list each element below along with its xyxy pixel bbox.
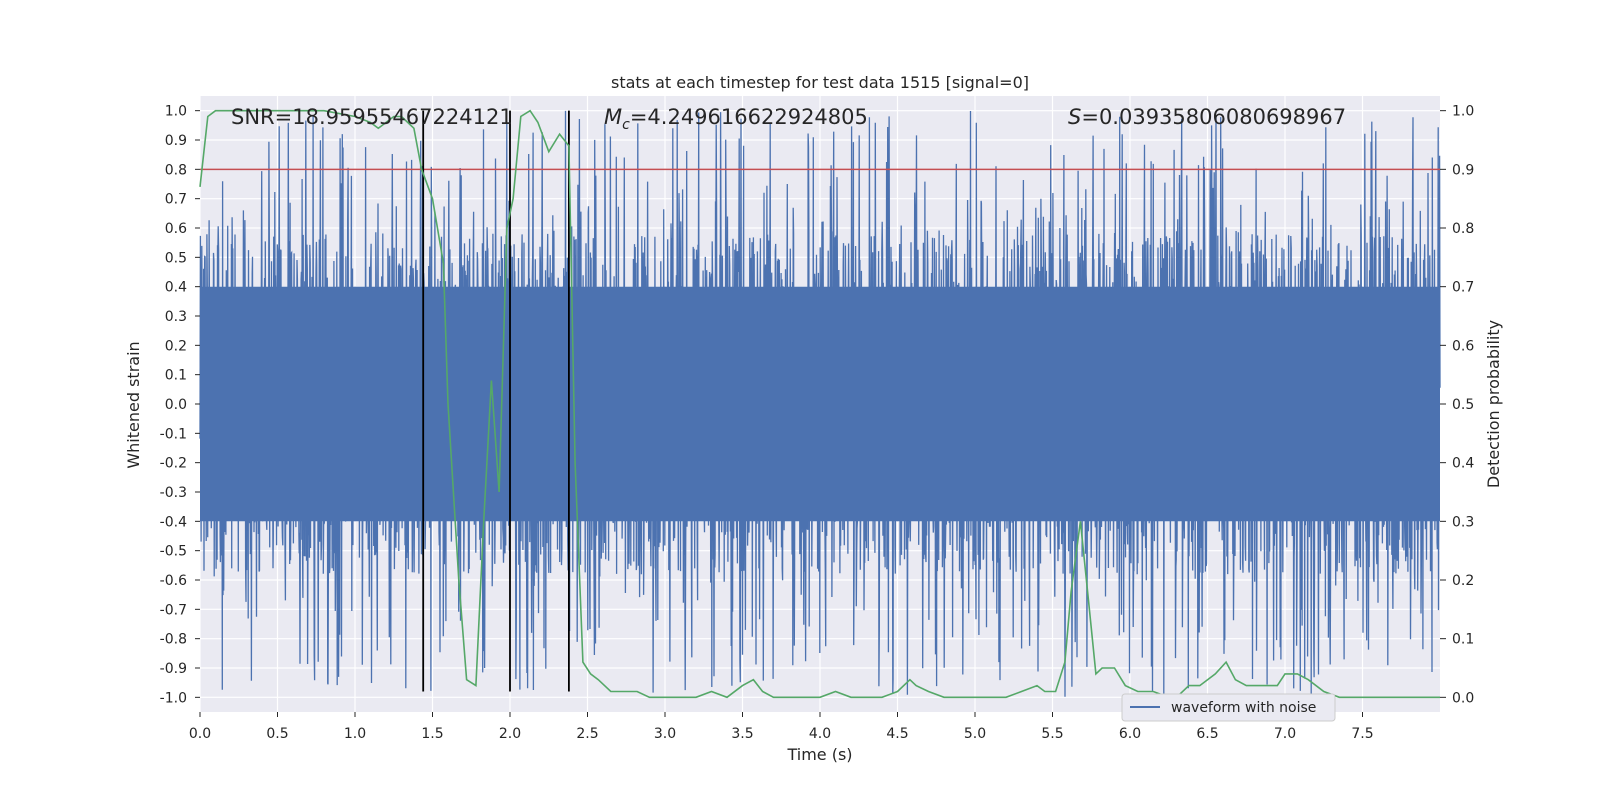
x-tick-label: 4.0 [809,726,831,742]
y-tick-label: -1.0 [160,690,187,706]
s-value: =0.03935806080698967 [1081,105,1346,129]
s-symbol: S [1068,105,1081,129]
detection-probability-line [199,109,1440,699]
y-tick-label: 0.3 [165,309,187,325]
legend-label: waveform with noise [1171,700,1316,716]
y-tick-label: 1.0 [165,104,187,120]
x-tick-label: 4.5 [886,726,908,742]
y-tick-label: 0.0 [165,397,187,413]
y2-tick-label: 0.8 [1452,221,1474,237]
y2-tick-label: 0.9 [1452,162,1474,178]
x-tick-label: 2.5 [576,726,598,742]
mc-symbol: M [604,105,622,129]
y2-tick-label: 0.3 [1452,514,1474,530]
y-axis-label: Whitened strain [124,341,143,468]
legend: waveform with noise [1121,693,1336,722]
y2-tick-label: 0.6 [1452,338,1474,354]
x-tick-label: 0.5 [266,726,288,742]
mc-annotation: Mc=4.249616622924805 [604,105,868,133]
x-tick-label: 6.0 [1119,726,1141,742]
y-tick-label: 0.1 [165,368,187,384]
y-tick-label: 0.7 [165,192,187,208]
x-tick-label: 6.5 [1196,726,1218,742]
snr-annotation: SNR=18.95955467224121 [231,105,513,129]
x-tick-label: 2.0 [499,726,521,742]
y-tick-label: -0.5 [160,544,187,560]
y-tick-label: -0.7 [160,602,187,618]
waveform-series [199,110,1441,698]
y2-tick-label: 0.2 [1452,573,1474,589]
chart-title: stats at each timestep for test data 151… [611,73,1029,92]
overlay [199,109,1440,699]
y-tick-label: -0.8 [160,632,187,648]
y2-tick-label: 0.7 [1452,280,1474,296]
x-tick-label: 3.0 [654,726,676,742]
y2-tick-label: 0.5 [1452,397,1474,413]
y-tick-label: -0.6 [160,573,187,589]
y2-tick-label: 0.0 [1452,690,1474,706]
y-tick-label: -0.2 [160,456,187,472]
y-tick-label: -0.1 [160,426,187,442]
mc-value: =4.249616622924805 [630,105,868,129]
y-tick-label: 0.9 [165,133,187,149]
x-tick-label: 5.5 [1041,726,1063,742]
y2-tick-label: 0.1 [1452,632,1474,648]
mc-subscript: c [622,117,630,133]
x-tick-label: 1.0 [344,726,366,742]
x-tick-label: 7.0 [1274,726,1296,742]
y-tick-label: 0.4 [165,280,187,296]
y2-tick-label: 1.0 [1452,104,1474,120]
s-annotation: S=0.03935806080698967 [1068,105,1346,129]
x-tick-label: 1.5 [421,726,443,742]
x-tick-label: 7.5 [1351,726,1373,742]
axes: 0.0 0.5 1.0 1.5 2.0 2.5 3.0 3.5 4.0 4.5 5.0 5.5 6.0 6… [160,104,1475,742]
x-tick-label: 3.5 [731,726,753,742]
y2-tick-label: 0.4 [1452,456,1474,472]
y-tick-label: -0.9 [160,661,187,677]
y-tick-label: 0.2 [165,338,187,354]
y-tick-label: 0.5 [165,250,187,266]
x-axis-label: Time (s) [786,745,852,764]
waveform-core-band [200,286,1440,522]
y-tick-label: 0.6 [165,221,187,237]
x-tick-label: 5.0 [964,726,986,742]
y-tick-label: -0.3 [160,485,187,501]
y2-axis-label: Detection probability [1484,320,1503,488]
legend-box [1121,693,1336,722]
x-tick-label: 0.0 [189,726,211,742]
y-tick-label: 0.8 [165,162,187,178]
y-tick-label: -0.4 [160,514,187,530]
